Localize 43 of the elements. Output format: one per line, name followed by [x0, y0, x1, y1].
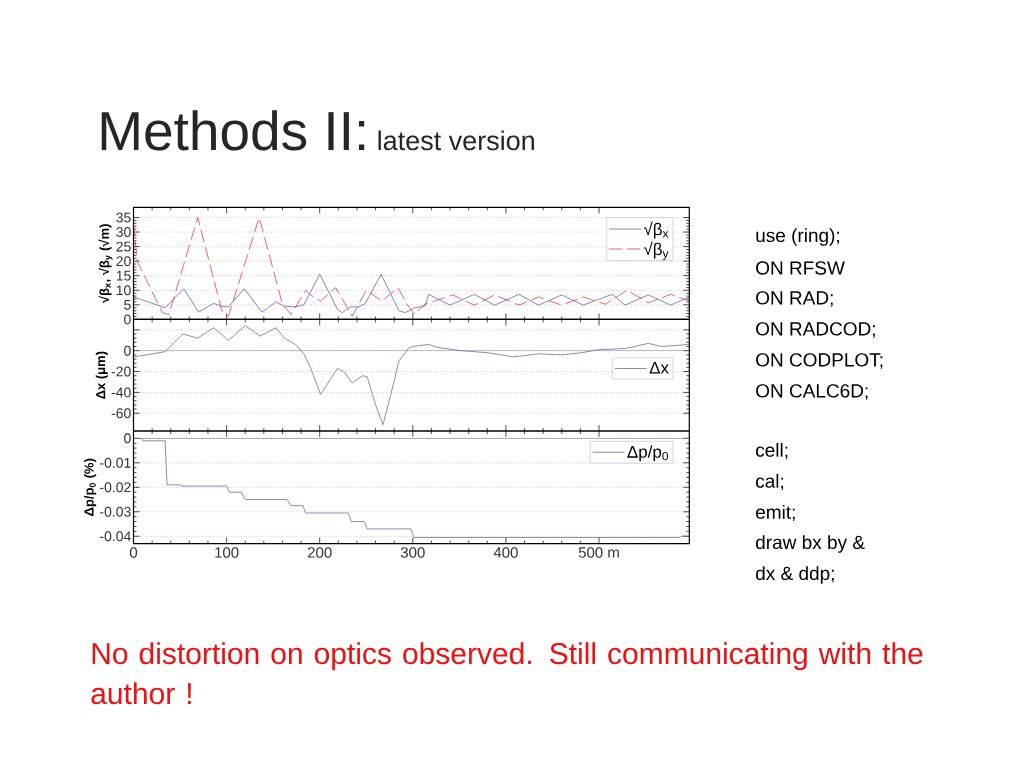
x-tick-label: 500 m — [578, 547, 619, 558]
chart-subtitle: latest version — [378, 130, 534, 151]
y-axis-title: Δx (μm) — [95, 351, 108, 399]
y-tick-label: -0.03 — [100, 506, 131, 517]
text: draw bx by & — [756, 535, 865, 553]
y-tick-label: 35 — [116, 212, 131, 223]
text: ON RFSW — [756, 261, 845, 275]
y-axis-title: √β$_{x}$, √β$_{y}$ (√m) — [98, 224, 113, 304]
y-tick-label: 25 — [116, 241, 131, 252]
x-tick-label: 400 — [493, 547, 518, 558]
text: ON CALC6D; — [756, 384, 868, 400]
chart-title: Methods II: — [101, 110, 365, 151]
x-tick-label: 200 — [307, 547, 332, 558]
y-tick-label: -40 — [111, 387, 131, 398]
y-tick-label: -0.01 — [100, 457, 131, 468]
text: cal; — [756, 473, 784, 491]
y-tick-label: 0 — [124, 345, 131, 356]
y-tick-label: 15 — [116, 270, 131, 281]
y-tick-label: -60 — [111, 408, 131, 419]
y-axis-title: Δp/p$_{0}$ (%) — [84, 458, 97, 516]
legend-label: √β$_{y}$ — [643, 241, 669, 261]
y-tick-label: 0 — [124, 314, 131, 325]
text: ON RADCOD; — [756, 322, 875, 338]
y-tick-label: 5 — [124, 299, 131, 310]
text: No distortion on optics observed. Still communicating with the author ! — [91, 642, 923, 705]
y-tick-label: -20 — [111, 366, 131, 377]
legend-label: √β$_{x}$ — [643, 221, 669, 239]
y-tick-label: 30 — [116, 227, 131, 237]
y-tick-label: -0.02 — [100, 482, 131, 493]
x-tick-label: 300 — [400, 547, 425, 558]
y-tick-label: 10 — [116, 285, 131, 296]
legend-label: Δx — [649, 361, 669, 374]
y-tick-label: 20 — [116, 256, 131, 267]
legend-label: Δp/p$_{0}$ — [627, 445, 669, 462]
x-tick-label: 100 — [215, 547, 239, 558]
text: ON RAD; — [756, 291, 833, 307]
y-tick-label: 0 — [124, 433, 131, 444]
text: ON CODPLOT; — [756, 353, 883, 369]
text: dx & ddp; — [756, 566, 834, 584]
y-tick-label: -0.04 — [100, 531, 131, 542]
text: emit; — [756, 504, 795, 522]
text: cell; — [756, 442, 788, 460]
text: use (ring); — [756, 228, 840, 246]
